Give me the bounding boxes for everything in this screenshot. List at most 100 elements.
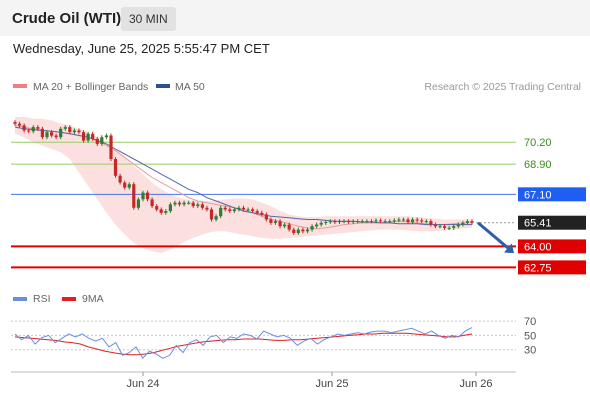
candle-body [415,219,419,221]
candle-body [470,221,474,223]
candle-body [191,202,195,207]
target-price-label: 68.90 [524,159,552,171]
candle-body [342,221,346,223]
candle-body [72,130,76,133]
rsi-level-label: 30 [524,345,536,357]
support-price-label: 62.75 [524,262,552,274]
candle-body [443,226,447,228]
resistance-price-tag [518,187,586,202]
candle-body [369,221,374,223]
rsi-panel: 70 50 30 [11,316,536,360]
candle-body [237,207,241,210]
candle-body [145,192,150,200]
candle-body [461,222,465,225]
legend-ma50-label: MA 50 [175,81,205,93]
legend-9ma-swatch [62,297,76,301]
candle-body [36,127,40,129]
candle-body [109,135,113,159]
instrument-title: Crude Oil (WTI) [12,10,122,27]
candle-body [232,209,236,212]
candle-body [205,207,209,210]
copyright-text: Research © 2025 Trading Central [424,81,581,93]
candle-body [260,212,264,215]
candle-body [319,222,323,225]
candle-body [155,206,159,210]
candle-body [287,224,291,230]
candle-body [447,227,451,229]
candle-body [63,127,67,129]
candle-body [59,128,63,138]
rsi-line [14,327,473,360]
interval-button[interactable]: 30 MIN [121,7,176,31]
candle-body [273,221,278,223]
candle-body [159,209,163,213]
candle-body [13,122,17,124]
candle-body [18,123,22,126]
candle-body [141,192,145,200]
candle-body [228,209,232,212]
candle-body [278,221,282,227]
projection-arrow-group [477,221,514,254]
legend-ma20-swatch [13,84,27,88]
candle-body [27,130,31,132]
candle-body [401,219,406,221]
legend-rsi-swatch [13,297,27,301]
candle-body [315,224,319,227]
candle-body [241,207,246,210]
candle-body [123,182,127,188]
candle-body [411,219,415,222]
candle-body [328,221,332,223]
candle-body [301,229,305,232]
candle-body [50,132,54,136]
candle-body [356,221,360,223]
candle-body [374,220,378,222]
candle-body [173,202,177,205]
support-price-label: 64.00 [524,241,552,253]
candles [13,120,474,235]
candle-body [365,221,369,223]
candle-body [91,133,95,139]
candle-body [82,132,86,141]
candle-body [255,211,259,213]
legend-rsi-label: RSI [33,293,51,305]
candle-body [219,207,223,217]
target-price-label: 70.20 [524,137,552,149]
current-price-label: 65.41 [524,218,552,230]
legend-ma20-label: MA 20 + Bollinger Bands [33,81,148,93]
candle-body [452,226,456,228]
time-tick-label: Jun 26 [459,378,492,390]
candle-body [54,135,58,138]
candle-body [310,226,314,230]
candle-body [136,199,140,208]
projection-arrow-shaft [477,221,509,250]
candle-body [77,130,81,133]
candle-body [296,229,300,233]
candle-body [324,222,328,223]
candle-body [95,138,99,144]
candle-body [118,175,122,183]
candle-body [40,128,44,138]
price-levels [11,141,516,269]
candle-body [168,204,172,212]
rsi-level-label: 70 [524,316,536,328]
candle-body [424,221,428,223]
legend-ma50-swatch [156,84,170,88]
candle-body [196,204,200,207]
candle-body [351,221,355,223]
price-labels: 70.20 68.90 67.10 65.41 64.00 62.75 [518,137,586,275]
candle-body [132,184,136,208]
candle-body [200,204,204,208]
candle-body [177,202,182,205]
candle-body [283,224,287,227]
bollinger-band-fill [15,117,472,254]
rsi-level-label: 50 [524,330,536,342]
candle-body [22,125,26,131]
candle-body [68,127,72,133]
projection-arrow-head [504,243,514,254]
candle-body [429,221,433,225]
candle-body [269,219,273,223]
candle-body [360,221,364,223]
legend-9ma-label: 9MA [82,293,104,305]
candle-body [397,219,401,221]
